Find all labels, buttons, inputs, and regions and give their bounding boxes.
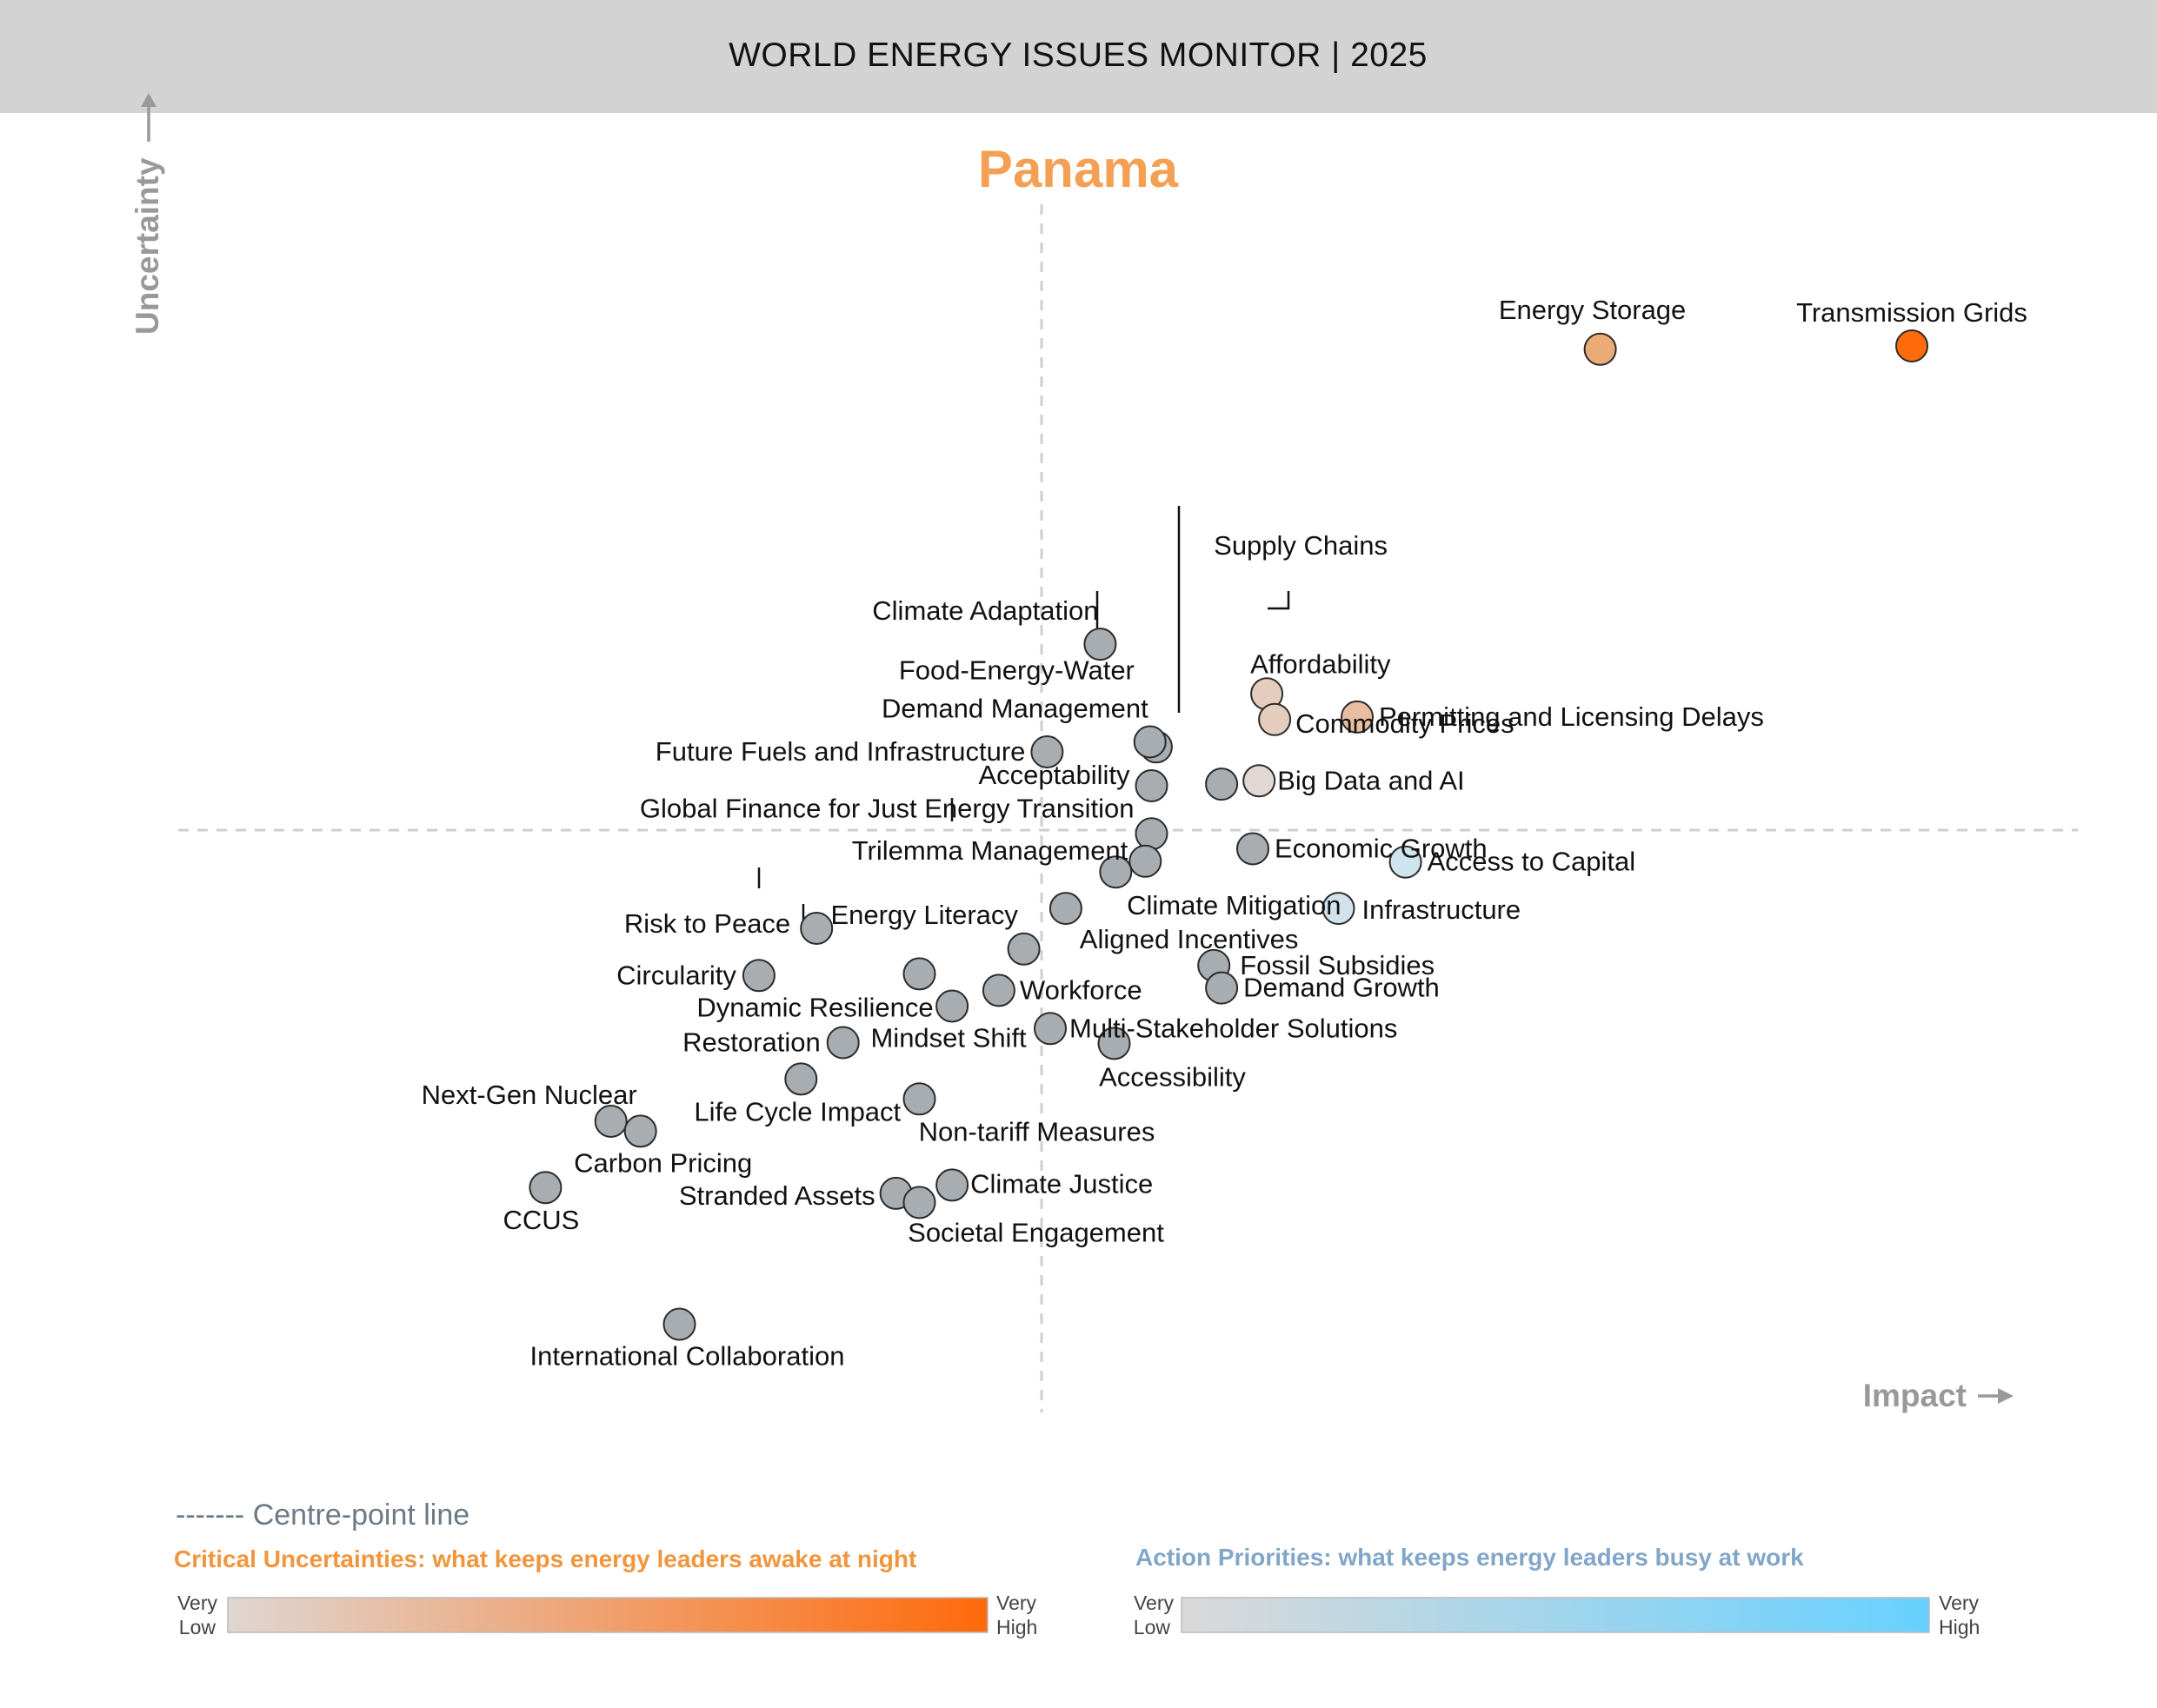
- critical-gradient-bar: [227, 1597, 989, 1633]
- label-aligned-incentives: Aligned Incentives: [1080, 924, 1299, 954]
- point-circularity[interactable]: [742, 959, 776, 993]
- label-next-gen-nuclear: Next-Gen Nuclear: [422, 1080, 637, 1110]
- point-demand-management[interactable]: [1133, 725, 1167, 759]
- point-risk-to-peace[interactable]: [800, 912, 834, 945]
- label-big-data-and-ai: Big Data and AI: [1277, 765, 1464, 795]
- point-commodity-prices[interactable]: [1258, 702, 1292, 736]
- label-mindset-shift: Mindset Shift: [870, 1023, 1027, 1053]
- point-trilemma-management[interactable]: [1128, 844, 1162, 878]
- point-economic-growth[interactable]: [1236, 832, 1269, 866]
- label-permitting-and-licensing-delays: Permitting and Licensing Delays: [1379, 701, 1764, 732]
- label-access-to-capital: Access to Capital: [1428, 847, 1636, 877]
- point-multi-stakeholder-solutions[interactable]: [1034, 1012, 1067, 1046]
- point-aligned-incentives[interactable]: [1007, 932, 1041, 966]
- label-supply-chains: Supply Chains: [1214, 530, 1388, 561]
- point-climate-justice[interactable]: [935, 1168, 969, 1202]
- label-global-finance-for-just-energy-transition: Global Finance for Just Energy Transitio…: [640, 793, 1135, 823]
- y-axis-arrowhead: [141, 93, 156, 107]
- action-low-very: Very: [1134, 1592, 1175, 1614]
- point-transmission-grids[interactable]: [1895, 329, 1928, 362]
- label-accessibility: Accessibility: [1099, 1061, 1246, 1092]
- critical-high-high: High: [996, 1616, 1037, 1638]
- critical-low-very: Very: [177, 1592, 218, 1614]
- point-permitting-and-licensing-delays[interactable]: [1341, 700, 1374, 734]
- label-transmission-grids: Transmission Grids: [1796, 297, 2027, 328]
- header-title: WORLD ENERGY ISSUES MONITOR | 2025: [729, 37, 1428, 74]
- label-energy-storage: Energy Storage: [1499, 295, 1686, 325]
- header-bar: [0, 0, 2157, 113]
- x-axis-arrowhead: [1998, 1388, 2014, 1404]
- action-gradient-bar: [1181, 1597, 1930, 1633]
- point-life-cycle-impact[interactable]: [784, 1062, 818, 1096]
- x-axis-label: Impact: [1863, 1378, 1967, 1413]
- point-societal-engagement[interactable]: [902, 1186, 936, 1220]
- critical-high-very: Very: [996, 1592, 1037, 1614]
- label-climate-justice: Climate Justice: [970, 1168, 1153, 1199]
- point-workforce[interactable]: [982, 974, 1015, 1007]
- label-restoration: Restoration: [682, 1027, 821, 1058]
- point-demand-growth[interactable]: [1205, 971, 1239, 1005]
- point-global-finance-for-just-energy-transition[interactable]: [1135, 817, 1168, 851]
- labels-layer: Transmission Grids Energy Storage Climate …: [422, 295, 2027, 1372]
- action-low-low: Low: [1134, 1616, 1171, 1638]
- label-economic-growth: Economic Growth: [1275, 834, 1488, 864]
- leader-commodity-prices: [1268, 591, 1290, 610]
- point-dynamic-resilience[interactable]: [902, 957, 936, 991]
- point-mindset-shift[interactable]: [935, 989, 969, 1023]
- points-layer: [529, 329, 1928, 1341]
- label-climate-mitigation: Climate Mitigation: [1127, 890, 1341, 920]
- label-demand-growth: Demand Growth: [1243, 973, 1440, 1003]
- point-next-gen-nuclear[interactable]: [594, 1105, 628, 1138]
- label-climate-adaptation: Climate Adaptation: [872, 595, 1098, 626]
- point-international-collaboration[interactable]: [662, 1307, 696, 1341]
- point-accessibility[interactable]: [1097, 1027, 1131, 1060]
- label-risk-to-peace: Risk to Peace: [624, 908, 790, 939]
- label-affordability: Affordability: [1250, 648, 1391, 679]
- point-climate-adaptation[interactable]: [1083, 628, 1117, 661]
- label-societal-engagement: Societal Engagement: [908, 1217, 1164, 1247]
- point-future-fuels-and-infrastructure[interactable]: [1030, 735, 1064, 768]
- label-workforce: Workforce: [1020, 974, 1142, 1005]
- legend-action-title: Action Priorities: what keeps energy lea…: [1135, 1544, 1804, 1571]
- y-axis-title: Uncertainty: [130, 93, 165, 335]
- point-energy-storage[interactable]: [1583, 332, 1617, 366]
- label-demand-management: Demand Management: [882, 694, 1148, 724]
- label-dynamic-resilience: Dynamic Resilience: [696, 992, 933, 1022]
- label-infrastructure: Infrastructure: [1362, 894, 1521, 925]
- point-energy-literacy[interactable]: [1049, 892, 1082, 926]
- chart-title: Panama: [978, 140, 1179, 198]
- label-circularity: Circularity: [616, 960, 736, 990]
- label-commodity-prices: Commodity Prices: [1295, 708, 1515, 739]
- point-big-data-and-ai[interactable]: [1242, 764, 1276, 798]
- point-infrastructure[interactable]: [1321, 892, 1355, 926]
- label-life-cycle-impact: Life Cycle Impact: [694, 1096, 901, 1126]
- label-ccus: CCUS: [503, 1205, 579, 1235]
- label-food-energy-water: Food-Energy-Water: [899, 655, 1135, 685]
- label-acceptability: Acceptability: [978, 760, 1130, 790]
- label-stranded-assets: Stranded Assets: [679, 1180, 875, 1211]
- label-non-tariff-measures: Non-tariff Measures: [919, 1116, 1155, 1146]
- point-access-to-capital[interactable]: [1388, 845, 1422, 879]
- label-energy-literacy: Energy Literacy: [831, 900, 1019, 930]
- label-carbon-pricing: Carbon Pricing: [574, 1147, 752, 1178]
- point-supply-chains[interactable]: [1205, 768, 1239, 801]
- label-international-collaboration: International Collaboration: [530, 1341, 845, 1372]
- point-acceptability[interactable]: [1135, 769, 1168, 802]
- label-fossil-subsidies: Fossil Subsidies: [1240, 950, 1435, 980]
- label-future-fuels-and-infrastructure: Future Fuels and Infrastructure: [656, 736, 1026, 767]
- label-trilemma-management: Trilemma Management: [852, 835, 1128, 866]
- point-non-tariff-measures[interactable]: [902, 1082, 936, 1116]
- action-high-very: Very: [1939, 1592, 1980, 1614]
- legend-critical-title: Critical Uncertainties: what keeps energ…: [174, 1545, 916, 1572]
- point-ccus[interactable]: [529, 1171, 563, 1205]
- y-axis-label: Uncertainty: [130, 157, 165, 335]
- point-climate-mitigation[interactable]: [1099, 855, 1133, 889]
- point-restoration[interactable]: [826, 1026, 860, 1060]
- legend-centre-line: ------- Centre-point line: [176, 1499, 469, 1532]
- critical-low-low: Low: [179, 1616, 216, 1638]
- label-multi-stakeholder-solutions: Multi-Stakeholder Solutions: [1069, 1013, 1397, 1043]
- action-high-high: High: [1939, 1616, 1980, 1638]
- point-carbon-pricing[interactable]: [623, 1114, 657, 1148]
